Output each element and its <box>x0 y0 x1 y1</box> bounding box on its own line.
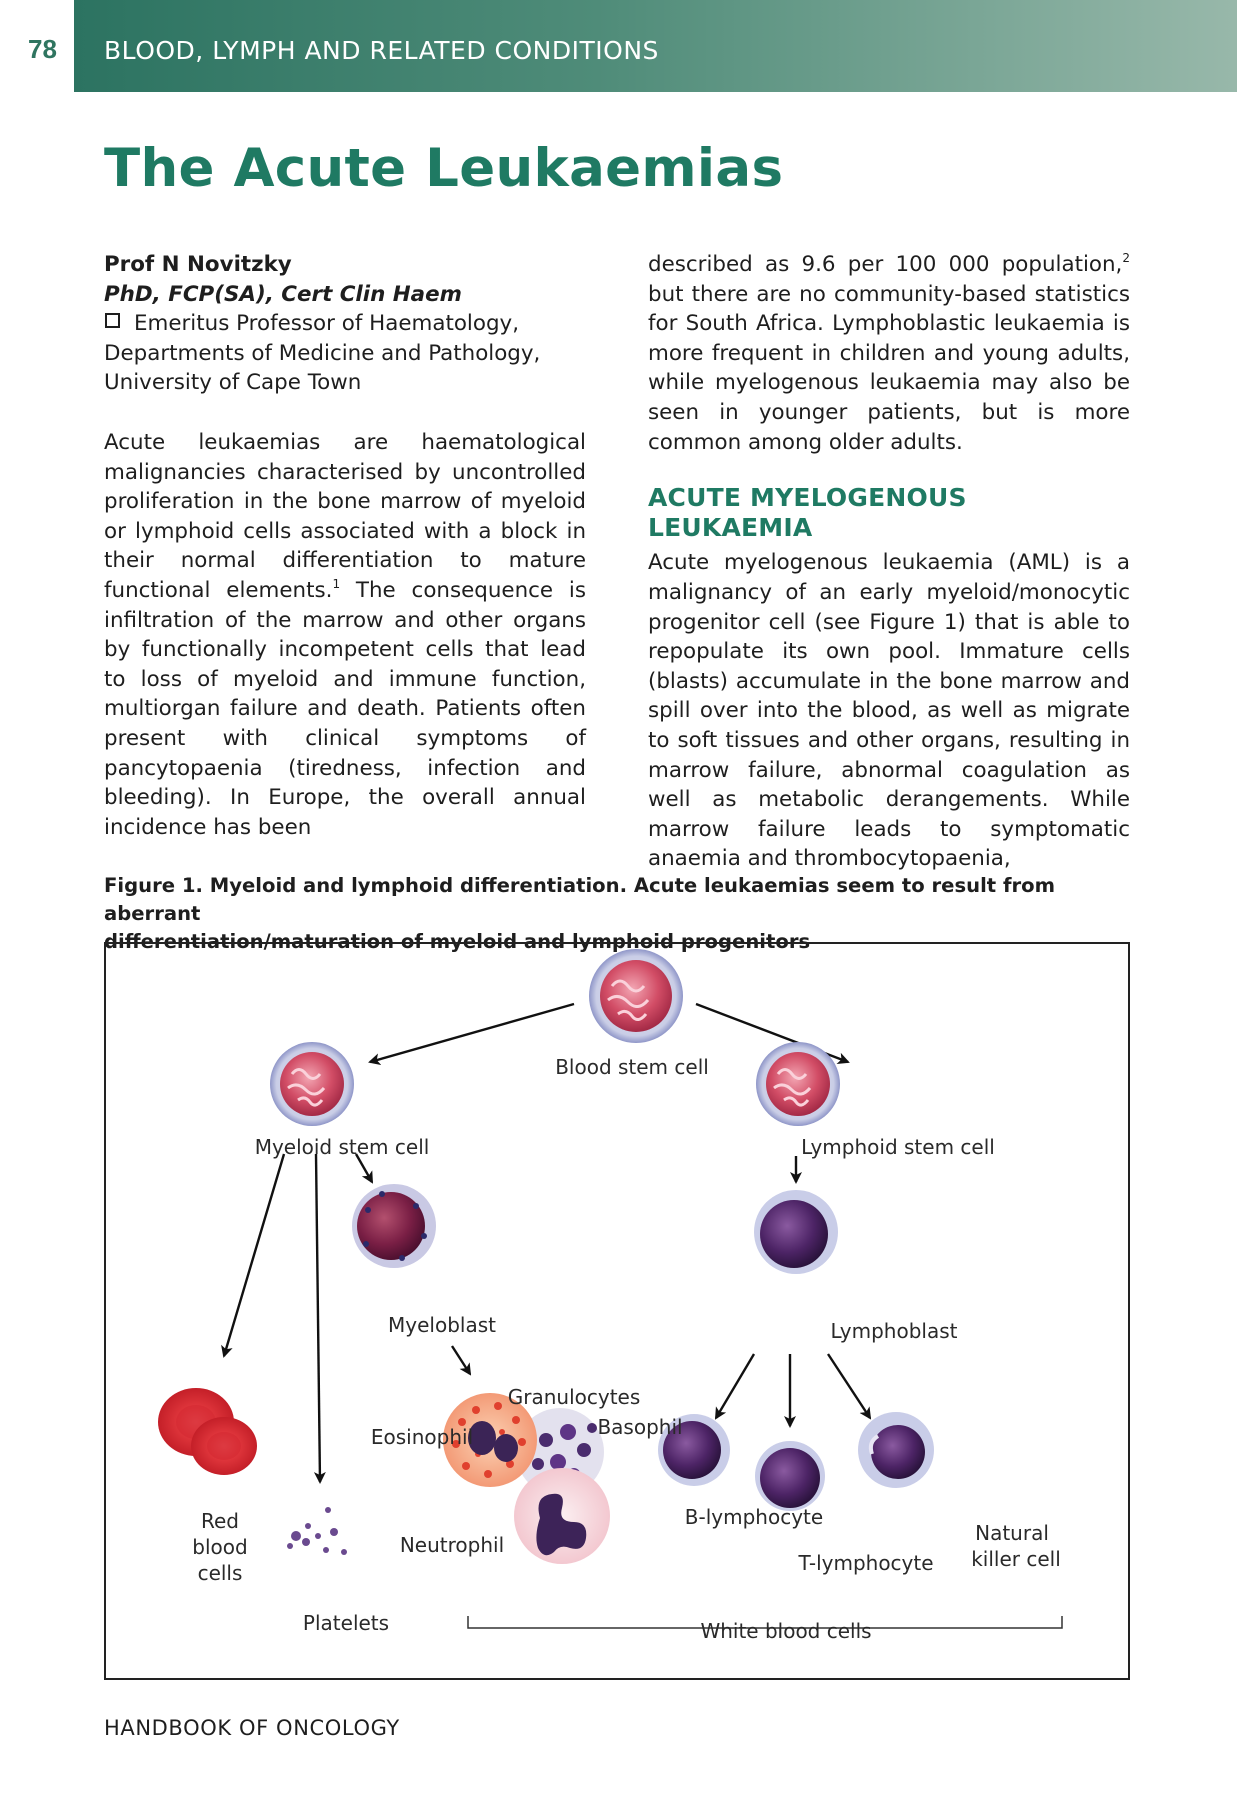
neutrophil-icon <box>514 1468 610 1564</box>
figure-caption-line-1: Figure 1. Myeloid and lymphoid different… <box>104 874 1056 925</box>
right-column: described as 9.6 per 100 000 population,… <box>648 250 1130 874</box>
label-t-lymphocyte: T-lymphocyte <box>797 1551 933 1575</box>
header-band: BLOOD, LYMPH AND RELATED CONDITIONS <box>74 0 1237 92</box>
author-name: Prof N Novitzky <box>104 252 292 277</box>
label-myeloid-stem-cell: Myeloid stem cell <box>255 1135 430 1159</box>
intro-paragraph: Acute leukaemias are haematological mali… <box>104 428 586 842</box>
footer-book-title: HANDBOOK OF ONCOLOGY <box>104 1716 400 1740</box>
figure-caption: Figure 1. Myeloid and lymphoid different… <box>104 872 1154 956</box>
article-title: The Acute Leukaemias <box>104 138 784 199</box>
platelets-icon <box>287 1507 347 1555</box>
label-neutrophil: Neutrophil <box>400 1533 504 1557</box>
eosinophil-icon <box>443 1393 537 1487</box>
intro-text-1: Acute leukaemias are haematological mali… <box>104 429 586 603</box>
b-lymphocyte-icon <box>658 1414 730 1486</box>
label-blood-stem-cell: Blood stem cell <box>555 1055 709 1079</box>
label-red-blood-cells-line-2: blood <box>192 1535 247 1559</box>
figure-caption-line-2: differentiation/maturation of myeloid an… <box>104 930 811 953</box>
label-red-blood-cells-line-3: cells <box>198 1561 243 1585</box>
reference-2: 2 <box>1122 251 1130 265</box>
label-natural-killer-line-2: killer cell <box>971 1547 1061 1571</box>
natural-killer-cell-icon <box>858 1412 934 1488</box>
author-degrees: PhD, FCP(SA), Cert Clin Haem <box>104 281 462 307</box>
white-blood-cells-bracket <box>467 1616 1063 1638</box>
label-b-lymphocyte: B-lymphocyte <box>685 1505 823 1529</box>
lymphoblast-icon <box>754 1190 838 1274</box>
label-eosinophil: Eosinophil <box>371 1425 473 1449</box>
aml-heading: ACUTE MYELOGENOUS LEUKAEMIA <box>648 483 967 542</box>
reference-1: 1 <box>332 576 341 591</box>
intro-text-2: The consequence is infiltration of the m… <box>104 577 586 840</box>
aml-paragraph: Acute myelogenous leukaemia (AML) is a m… <box>648 550 1130 872</box>
intro-text-4: but there are no community-based statist… <box>648 281 1130 455</box>
affiliation-line-2: Departments of Medicine and Pathology, <box>104 340 541 366</box>
blood-stem-cell-icon <box>589 949 683 1043</box>
author-affiliation: Emeritus Professor of Haematology, <box>104 309 586 339</box>
label-lymphoid-stem-cell: Lymphoid stem cell <box>801 1135 995 1159</box>
page-number: 78 <box>28 34 57 64</box>
label-white-blood-cells: White blood cells <box>700 1619 871 1643</box>
lymphoid-stem-cell-icon <box>756 1042 840 1126</box>
label-natural-killer-line-1: Natural <box>975 1521 1049 1545</box>
intro-continued: described as 9.6 per 100 000 population,… <box>648 250 1130 457</box>
label-myeloblast: Myeloblast <box>388 1313 496 1337</box>
myeloid-stem-cell-icon <box>270 1042 354 1126</box>
label-granulocytes: Granulocytes <box>508 1385 641 1409</box>
differentiation-figure: Blood stem cell Myeloid stem cell Lympho… <box>104 942 1130 1680</box>
affiliation-line-3: University of Cape Town <box>104 370 362 396</box>
red-blood-cells-icon <box>158 1388 257 1475</box>
label-basophil: Basophil <box>597 1415 682 1439</box>
bullet-box-icon <box>105 313 120 329</box>
label-lymphoblast: Lymphoblast <box>830 1319 957 1343</box>
affiliation-line-1: Emeritus Professor of Haematology, <box>134 311 519 337</box>
label-red-blood-cells-line-1: Red <box>201 1509 239 1533</box>
label-platelets: Platelets <box>303 1611 389 1635</box>
t-lymphocyte-icon <box>755 1441 825 1511</box>
intro-text-3: described as 9.6 per 100 000 population, <box>648 252 1123 277</box>
left-column: Prof N Novitzky PhD, FCP(SA), Cert Clin … <box>104 250 586 842</box>
differentiation-diagram: Blood stem cell Myeloid stem cell Lympho… <box>158 949 1063 1643</box>
running-head: BLOOD, LYMPH AND RELATED CONDITIONS <box>104 36 659 65</box>
myeloblast-icon <box>352 1184 436 1268</box>
